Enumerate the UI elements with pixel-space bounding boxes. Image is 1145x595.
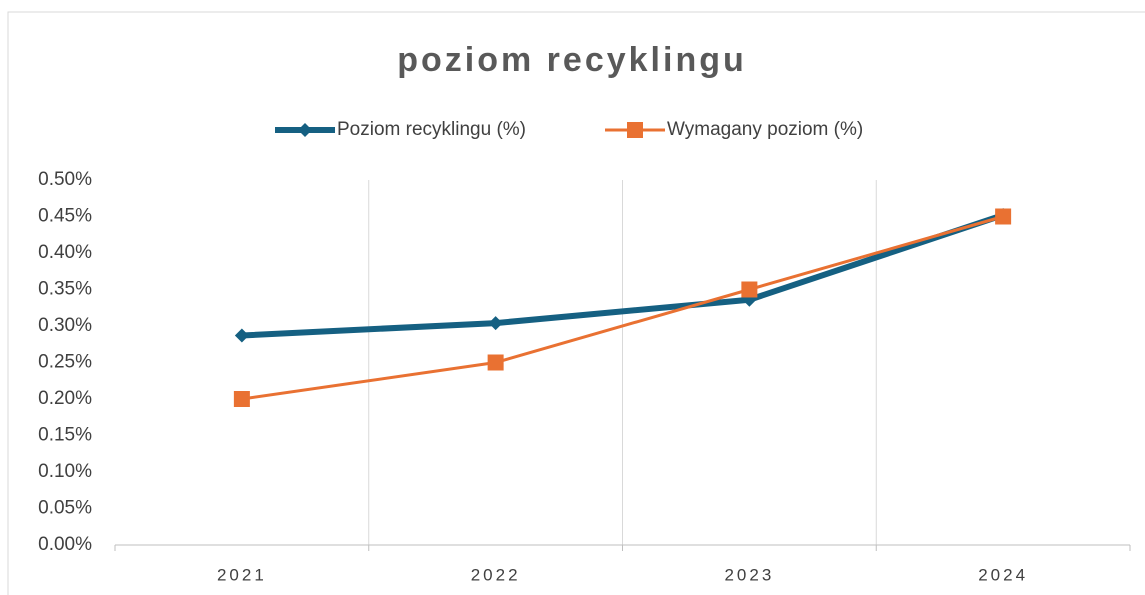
marker xyxy=(487,354,504,371)
marker xyxy=(627,122,643,138)
marker xyxy=(995,208,1012,225)
series-line xyxy=(241,212,1005,339)
y-tick-label: 0.40% xyxy=(38,242,92,263)
series-line xyxy=(241,215,1004,401)
y-tick-label: 0.15% xyxy=(38,425,92,446)
y-tick-label: 0.50% xyxy=(38,169,92,190)
x-tick-label: 2024 xyxy=(978,565,1028,584)
x-tick-label: 2022 xyxy=(471,565,521,584)
y-tick-label: 0.45% xyxy=(38,206,92,227)
y-tick-label: 0.10% xyxy=(38,461,92,482)
legend-label: Poziom recyklingu (%) xyxy=(337,119,526,140)
marker xyxy=(488,316,503,331)
x-tick-label: 2023 xyxy=(724,565,774,584)
y-tick-label: 0.20% xyxy=(38,388,92,409)
chart-frame xyxy=(7,11,1145,595)
y-tick-label: 0.30% xyxy=(38,315,92,336)
chart-title: poziom recyklingu xyxy=(397,41,747,79)
y-tick-label: 0.35% xyxy=(38,279,92,300)
y-tick-label: 0.05% xyxy=(38,498,92,519)
marker xyxy=(233,391,250,407)
legend-label: Wymagany poziom (%) xyxy=(667,119,863,140)
marker xyxy=(298,123,312,137)
x-tick-label: 2021 xyxy=(217,565,267,584)
y-tick-label: 0.25% xyxy=(38,352,92,373)
y-tick-label: 0.00% xyxy=(38,534,92,555)
marker xyxy=(234,328,249,343)
marker xyxy=(741,281,758,298)
